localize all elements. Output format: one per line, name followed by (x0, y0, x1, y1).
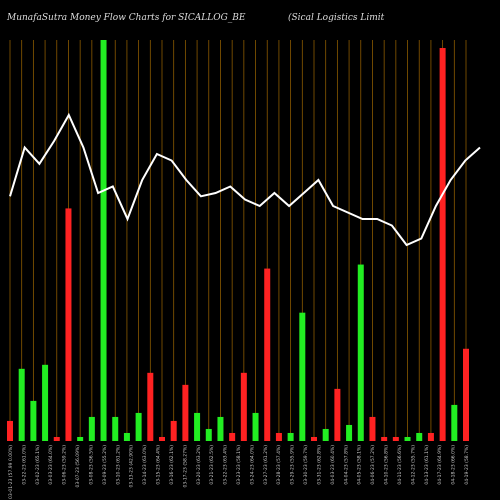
x-tick-label-0: 03-01-23 (57.99 0.00%) (8, 445, 14, 499)
x-tick-label-28: 04-10-23 (56.8%) (384, 445, 390, 485)
bar-20 (240, 372, 247, 441)
bar-11 (135, 412, 142, 441)
bar-21 (252, 412, 259, 441)
x-tick-label-11: 03-15-23 (64.4%) (156, 445, 162, 485)
x-tick-label-23: 03-31-23 (62.8%) (317, 445, 323, 485)
bar-2 (30, 400, 37, 441)
bar-10 (123, 432, 130, 441)
x-tick-label-22: 03-30-23 (59.7%) (303, 445, 309, 485)
price-line (9, 112, 481, 247)
bar-18 (217, 416, 224, 441)
bar-6 (77, 436, 84, 441)
x-tick-label-4: 03-06-23 (59.2%) (62, 445, 68, 485)
bar-25 (299, 312, 306, 441)
bar-27 (322, 428, 329, 441)
bar-35 (416, 432, 423, 441)
x-tick-label-2: 03-02-23 (65.1%) (35, 445, 41, 485)
bar-38 (451, 404, 458, 441)
x-tick-label-8: 03-10-23 (61.2%) (115, 445, 121, 485)
bar-0 (7, 420, 13, 441)
bar-7 (88, 416, 95, 441)
bar-9 (112, 416, 119, 441)
bar-4 (53, 436, 60, 441)
x-tick-label-12: 03-16-23 (62.1%) (169, 445, 175, 485)
bar-28 (334, 388, 341, 441)
bar-37 (439, 48, 446, 442)
x-tick-label-1: 03-22-23 (61.0%) (21, 445, 27, 485)
bar-32 (381, 436, 388, 441)
bar-14 (170, 420, 177, 441)
x-tick-label-18: 03-24-23 (64.0%) (249, 445, 255, 485)
bar-13 (159, 436, 165, 441)
x-tick-label-32: 04-17-23 (64.9%) (437, 445, 443, 485)
x-tick-label-27: 04-06-23 (57.2%) (370, 445, 376, 485)
x-tick-label-21: 03-29-23 (55.9%) (290, 445, 296, 485)
money-flow-bars (7, 40, 469, 442)
x-tick-label-15: 03-21-23 (62.5%) (209, 445, 215, 485)
x-tick-label-19: 03-27-23 (61.2%) (263, 445, 269, 485)
x-tick-label-14: 03-20-23 (63.2%) (196, 445, 202, 485)
bar-33 (392, 436, 399, 441)
bar-34 (404, 436, 411, 441)
bar-24 (287, 432, 294, 441)
x-tick-label-33: 04-18-23 (66.0%) (451, 445, 457, 485)
price-line-path (9, 112, 481, 247)
x-tick-label-5: 03-07-23 (56.09%) (75, 445, 81, 488)
bar-1 (18, 368, 25, 441)
bar-23 (275, 432, 282, 441)
x-tick-label-31: 04-13-23 (61.1%) (424, 445, 430, 485)
bar-22 (264, 268, 271, 441)
chart-subtitle: (Sical Logistics Limit (288, 13, 385, 23)
bar-39 (463, 348, 469, 441)
x-tick-label-30: 04-12-23 (55.7%) (410, 445, 416, 485)
x-tick-label-20: 03-28-23 (57.4%) (276, 445, 282, 485)
bar-8 (100, 40, 107, 441)
x-tick-label-25: 04-04-23 (57.8%) (343, 445, 349, 485)
x-tick-label-3: 03-03-23 (64.0%) (48, 445, 54, 485)
bar-5 (65, 208, 72, 441)
x-tick-label-26: 04-05-23 (58.1%) (357, 445, 363, 485)
gridlines (9, 40, 467, 441)
bar-19 (229, 432, 236, 441)
bar-31 (369, 416, 376, 441)
chart-title: MunafaSutra Money Flow Charts for SICALL… (7, 13, 246, 23)
x-tick-label-13: 03-17-23 (58.27%) (182, 445, 188, 488)
x-tick-label-24: 04-03-23 (60.4%) (330, 445, 336, 485)
bar-16 (194, 412, 201, 441)
x-tick-label-9: 03-13-23 (42.90%) (129, 445, 135, 488)
bar-15 (182, 384, 189, 441)
bar-12 (147, 372, 154, 441)
x-axis-tick-labels: 03-01-23 (57.99 0.00%) 03-22-23 (61.0%) 03… (8, 445, 470, 499)
x-tick-label-29: 04-11-23 (56.6%) (397, 445, 403, 485)
x-tick-label-10: 03-14-23 (63.0%) (142, 445, 148, 485)
bar-3 (42, 364, 49, 441)
x-tick-label-16: 03-22-23 (63.4%) (223, 445, 229, 485)
x-tick-label-6: 03-08-23 (56.5%) (89, 445, 95, 485)
bar-36 (427, 432, 434, 441)
x-tick-label-7: 03-09-23 (55.2%) (102, 445, 108, 485)
bar-29 (346, 424, 353, 441)
bar-26 (311, 436, 317, 441)
x-tick-label-17: 03-23-23 (58.1%) (236, 445, 242, 485)
bar-30 (357, 264, 364, 441)
x-tick-label-34: 04-19-23 (58.7%) (464, 445, 470, 485)
bar-17 (205, 428, 212, 441)
